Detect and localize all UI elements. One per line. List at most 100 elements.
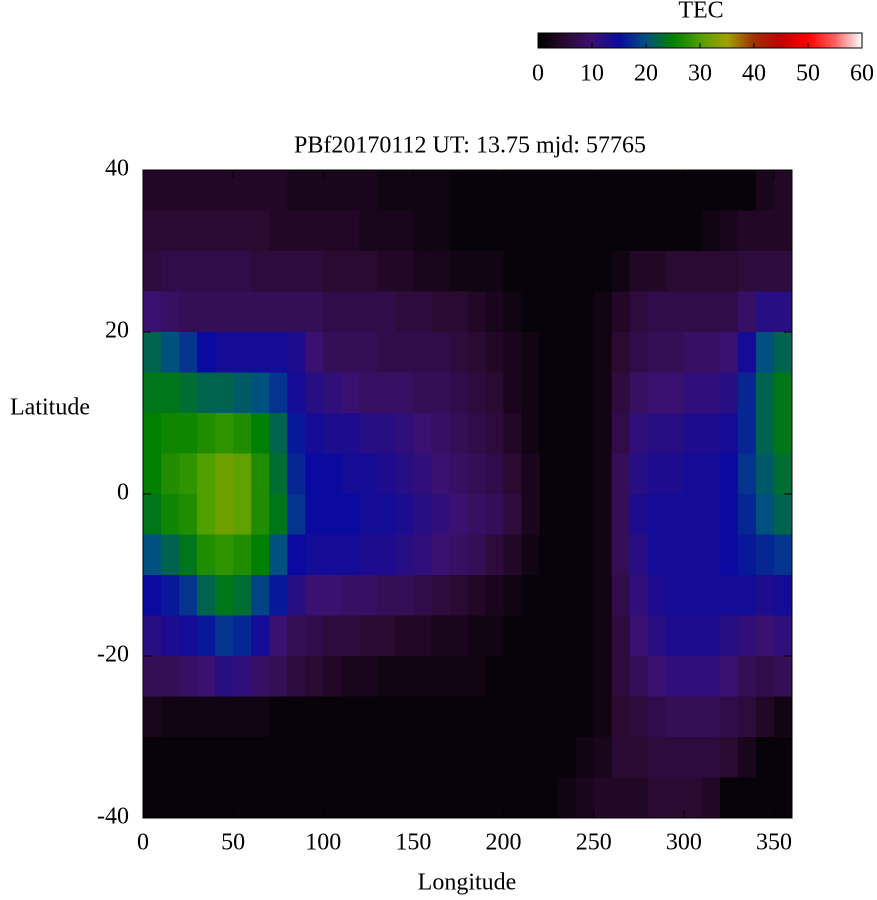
colorbar-label: TEC — [678, 0, 723, 24]
heatmap-cell — [287, 696, 306, 738]
heatmap-cell — [611, 210, 631, 252]
heatmap-cell — [143, 251, 162, 292]
heatmap-cell — [359, 656, 378, 697]
heatmap-cell — [413, 575, 432, 616]
heatmap-cell — [431, 170, 450, 211]
heatmap-cell — [161, 575, 180, 616]
heatmap-cell — [341, 453, 360, 495]
heatmap-cell — [287, 372, 306, 414]
heatmap-cell — [485, 332, 505, 373]
heatmap-cell — [773, 453, 793, 495]
heatmap-cell — [467, 372, 487, 414]
heatmap-cell — [701, 210, 721, 252]
heatmap-cell — [341, 251, 360, 292]
heatmap-cell — [575, 332, 595, 373]
heatmap-cell — [773, 615, 793, 657]
heatmap-cell — [341, 332, 360, 373]
heatmap-cell — [719, 291, 739, 333]
heatmap-cell — [395, 494, 414, 535]
heatmap-cell — [773, 575, 793, 616]
heatmap-cell — [683, 170, 703, 211]
heatmap-cell — [629, 737, 649, 778]
heatmap-cell — [233, 575, 252, 616]
x-tick-label: 250 — [576, 830, 612, 856]
heatmap-cell — [629, 494, 649, 535]
heatmap-cell — [413, 170, 432, 211]
heatmap-cell — [395, 534, 414, 576]
heatmap-cell — [359, 413, 378, 454]
heatmap-cell — [251, 291, 270, 333]
heatmap-cell — [629, 453, 649, 495]
heatmap-cell — [413, 534, 432, 576]
heatmap-cell — [251, 372, 270, 414]
heatmap-cell — [341, 737, 360, 778]
heatmap-cell — [287, 210, 306, 252]
heatmap-cell — [197, 453, 216, 495]
heatmap-cell — [413, 737, 432, 778]
heatmap-cell — [413, 615, 432, 657]
heatmap-cell — [575, 777, 595, 819]
heatmap-cell — [719, 615, 739, 657]
heatmap-cell — [737, 453, 757, 495]
heatmap-cell — [521, 656, 541, 697]
heatmap-cell — [755, 170, 775, 211]
heatmap-cell — [665, 332, 685, 373]
heatmap-cell — [233, 332, 252, 373]
heatmap-cell — [773, 494, 793, 535]
heatmap-cell — [737, 251, 757, 292]
heatmap-cell — [395, 251, 414, 292]
heatmap-cell — [251, 332, 270, 373]
heatmap-cell — [395, 372, 414, 414]
heatmap-cell — [449, 291, 468, 333]
heatmap-cell — [575, 251, 595, 292]
heatmap-cell — [467, 737, 487, 778]
heatmap-cell — [521, 413, 541, 454]
heatmap-cell — [521, 534, 541, 576]
heatmap-cell — [467, 332, 487, 373]
heatmap-cell — [395, 291, 414, 333]
heatmap-cell — [683, 575, 703, 616]
heatmap-cell — [161, 777, 180, 819]
heatmap-cell — [323, 372, 342, 414]
heatmap-cell — [683, 210, 703, 252]
heatmap-cell — [395, 656, 414, 697]
heatmap-cell — [449, 737, 468, 778]
heatmap-cell — [449, 453, 468, 495]
heatmap-cell — [701, 494, 721, 535]
heatmap-cell — [341, 615, 360, 657]
heatmap-cell — [431, 696, 450, 738]
heatmap-cell — [197, 413, 216, 454]
heatmap-cell — [719, 575, 739, 616]
heatmap-cell — [593, 170, 613, 211]
heatmap-cell — [323, 413, 342, 454]
heatmap-cell — [359, 251, 378, 292]
heatmap-cell — [161, 534, 180, 576]
heatmap-cell — [611, 696, 631, 738]
heatmap-cell — [521, 494, 541, 535]
heatmap-cell — [593, 656, 613, 697]
heatmap-cell — [737, 777, 757, 819]
heatmap-cell — [359, 737, 378, 778]
heatmap-cell — [665, 534, 685, 576]
heatmap-cell — [143, 170, 162, 211]
heatmap-cell — [539, 615, 559, 657]
heatmap-cell — [431, 534, 450, 576]
heatmap-cell — [683, 696, 703, 738]
heatmap-cell — [359, 210, 378, 252]
heatmap-cell — [359, 291, 378, 333]
heatmap-cell — [503, 210, 523, 252]
heatmap-cell — [683, 453, 703, 495]
heatmap-cell — [629, 372, 649, 414]
heatmap-cell — [215, 372, 234, 414]
heatmap-cell — [647, 494, 667, 535]
heatmap-cell — [305, 291, 324, 333]
heatmap-cell — [179, 372, 198, 414]
heatmap-cell — [539, 210, 559, 252]
heatmap-cell — [683, 332, 703, 373]
heatmap-cell — [539, 453, 559, 495]
heatmap-cell — [197, 575, 216, 616]
heatmap-cell — [557, 453, 577, 495]
heatmap-cell — [503, 251, 523, 292]
heatmap-cell — [377, 737, 396, 778]
heatmap-cell — [449, 777, 468, 819]
